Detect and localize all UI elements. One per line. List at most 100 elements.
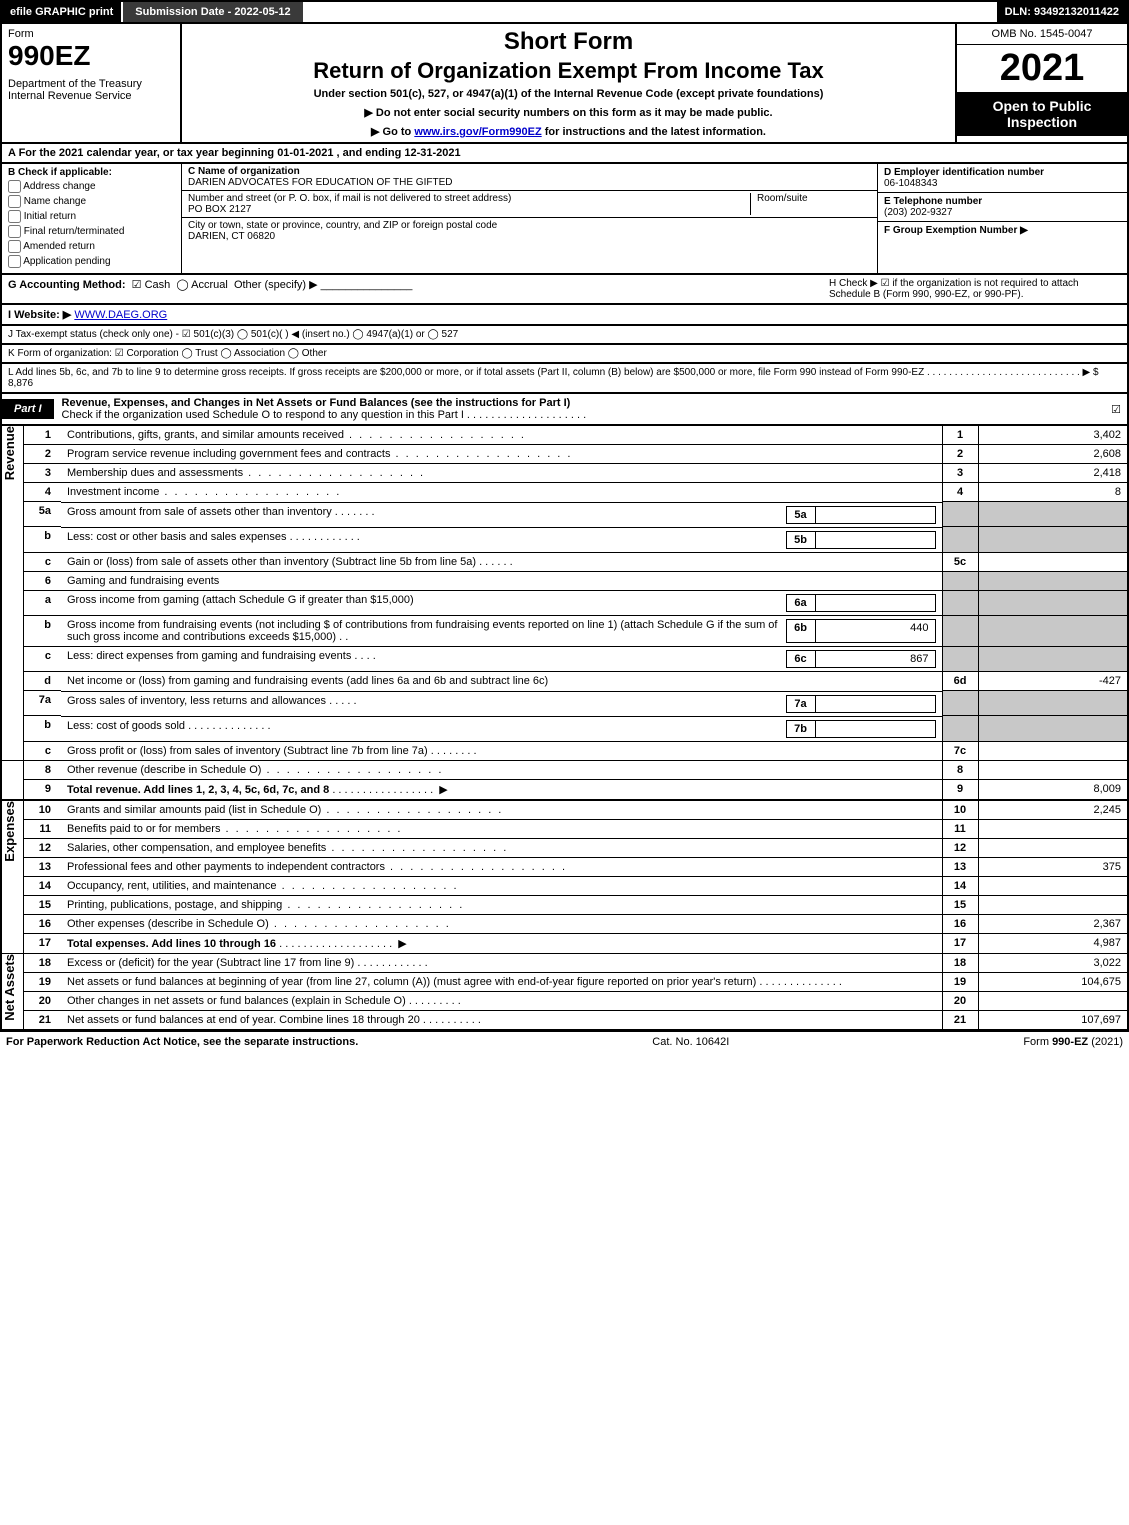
line-6: 6Gaming and fundraising events [1, 571, 1128, 590]
line-19: 19Net assets or fund balances at beginni… [1, 972, 1128, 991]
line-1: Revenue 1 Contributions, gifts, grants, … [1, 426, 1128, 445]
line-11: 11Benefits paid to or for members11 [1, 819, 1128, 838]
line-16-amount: 2,367 [978, 914, 1128, 933]
footer-cat-no: Cat. No. 10642I [358, 1036, 1023, 1048]
submission-date-label: Submission Date - 2022-05-12 [123, 2, 302, 22]
line-13-amount: 375 [978, 857, 1128, 876]
line-8-amount [978, 760, 1128, 779]
line-8: 8Other revenue (describe in Schedule O)8 [1, 760, 1128, 779]
line-7c-amount [978, 741, 1128, 760]
line-17-amount: 4,987 [978, 933, 1128, 953]
page-footer: For Paperwork Reduction Act Notice, see … [0, 1031, 1129, 1052]
line-5c: cGain or (loss) from sale of assets othe… [1, 552, 1128, 571]
line-3: 3Membership dues and assessments32,418 [1, 464, 1128, 483]
line-14-amount [978, 876, 1128, 895]
accrual-option[interactable]: Accrual [191, 279, 228, 291]
chk-final-return[interactable]: Final return/terminated [8, 225, 175, 238]
irs-link[interactable]: www.irs.gov/Form990EZ [414, 126, 541, 138]
line-11-amount [978, 819, 1128, 838]
line-2-amount: 2,608 [978, 445, 1128, 464]
line-5c-amount [978, 552, 1128, 571]
line-10: Expenses 10Grants and similar amounts pa… [1, 801, 1128, 820]
footer-left: For Paperwork Reduction Act Notice, see … [6, 1036, 358, 1048]
section-h-schedule-b: H Check ▶ ☑ if the organization is not r… [821, 278, 1121, 300]
line-6d: dNet income or (loss) from gaming and fu… [1, 672, 1128, 691]
line-12-amount [978, 838, 1128, 857]
department-label: Department of the Treasury Internal Reve… [8, 78, 174, 102]
footer-form-ref: Form 990-EZ (2021) [1023, 1036, 1123, 1048]
header-left: Form 990EZ Department of the Treasury In… [2, 24, 182, 142]
line-6b: bGross income from fundraising events (n… [1, 615, 1128, 646]
line-12: 12Salaries, other compensation, and empl… [1, 838, 1128, 857]
omb-number: OMB No. 1545-0047 [957, 24, 1127, 45]
section-j-tax-exempt: J Tax-exempt status (check only one) - ☑… [0, 326, 1129, 345]
chk-address-change[interactable]: Address change [8, 180, 175, 193]
chk-name-change[interactable]: Name change [8, 195, 175, 208]
line-18: Net Assets 18Excess or (deficit) for the… [1, 953, 1128, 972]
line-15-amount [978, 895, 1128, 914]
room-label: Room/suite [757, 193, 808, 204]
line-6c: cLess: direct expenses from gaming and f… [1, 646, 1128, 672]
city-value: DARIEN, CT 06820 [188, 231, 275, 242]
expenses-net-assets-table: Expenses 10Grants and similar amounts pa… [0, 801, 1129, 1031]
line-6a: aGross income from gaming (attach Schedu… [1, 590, 1128, 615]
ssn-warning: ▶ Do not enter social security numbers o… [190, 106, 947, 119]
line-14: 14Occupancy, rent, utilities, and mainte… [1, 876, 1128, 895]
form-header: Form 990EZ Department of the Treasury In… [0, 24, 1129, 144]
line-18-amount: 3,022 [978, 953, 1128, 972]
section-b-checkboxes: B Check if applicable: Address change Na… [2, 164, 182, 273]
dln-label: DLN: 93492132011422 [997, 2, 1127, 22]
phone-label: E Telephone number [884, 196, 982, 207]
chk-application-pending[interactable]: Application pending [8, 255, 175, 268]
ein-value: 06-1048343 [884, 178, 937, 189]
line-1-amount: 3,402 [978, 426, 1128, 445]
part-1-header: Part I Revenue, Expenses, and Changes in… [0, 394, 1129, 426]
group-exemption-label: F Group Exemption Number ▶ [884, 225, 1028, 236]
line-6d-amount: -427 [978, 672, 1128, 691]
line-5b: bLess: cost or other basis and sales exp… [1, 527, 1128, 553]
line-15: 15Printing, publications, postage, and s… [1, 895, 1128, 914]
efile-print-button[interactable]: efile GRAPHIC print [2, 2, 123, 22]
line-9-amount: 8,009 [978, 779, 1128, 800]
part-1-tag: Part I [2, 399, 54, 419]
line-2: 2Program service revenue including gover… [1, 445, 1128, 464]
line-7b: bLess: cost of goods sold . . . . . . . … [1, 716, 1128, 742]
line-21-amount: 107,697 [978, 1010, 1128, 1030]
line-21: 21Net assets or fund balances at end of … [1, 1010, 1128, 1030]
line-3-amount: 2,418 [978, 464, 1128, 483]
header-right: OMB No. 1545-0047 2021 Open to Public In… [957, 24, 1127, 142]
instructions-link-row: ▶ Go to www.irs.gov/Form990EZ for instru… [190, 125, 947, 138]
part-1-table: Revenue 1 Contributions, gifts, grants, … [0, 426, 1129, 801]
other-option[interactable]: Other (specify) ▶ [234, 279, 318, 291]
form-title: Return of Organization Exempt From Incom… [190, 58, 947, 84]
top-bar: efile GRAPHIC print Submission Date - 20… [0, 0, 1129, 24]
section-l-gross-receipts: L Add lines 5b, 6c, and 7b to line 9 to … [0, 364, 1129, 394]
chk-amended-return[interactable]: Amended return [8, 240, 175, 253]
line-4: 4Investment income48 [1, 483, 1128, 502]
line-4-amount: 8 [978, 483, 1128, 502]
section-b-label: B Check if applicable: [8, 167, 112, 178]
net-assets-vlabel: Net Assets [2, 954, 17, 1021]
line-16: 16Other expenses (describe in Schedule O… [1, 914, 1128, 933]
line-17: 17Total expenses. Add lines 10 through 1… [1, 933, 1128, 953]
form-number: 990EZ [8, 40, 174, 72]
phone-value: (203) 202-9327 [884, 207, 952, 218]
short-form-title: Short Form [190, 28, 947, 56]
part-1-title: Revenue, Expenses, and Changes in Net As… [62, 397, 571, 409]
open-inspection-label: Open to Public Inspection [957, 92, 1127, 136]
section-i-website: I Website: ▶ WWW.DAEG.ORG [0, 305, 1129, 326]
line-7c: cGross profit or (loss) from sales of in… [1, 741, 1128, 760]
cash-option[interactable]: Cash [145, 279, 171, 291]
line-19-amount: 104,675 [978, 972, 1128, 991]
website-link[interactable]: WWW.DAEG.ORG [74, 309, 167, 321]
form-subtitle: Under section 501(c), 527, or 4947(a)(1)… [190, 88, 947, 100]
section-b-through-f: B Check if applicable: Address change Na… [0, 164, 1129, 275]
chk-initial-return[interactable]: Initial return [8, 210, 175, 223]
section-c-address: C Name of organization DARIEN ADVOCATES … [182, 164, 877, 273]
part-1-subtitle: Check if the organization used Schedule … [62, 409, 464, 421]
ein-label: D Employer identification number [884, 167, 1044, 178]
line-10-amount: 2,245 [978, 801, 1128, 820]
line-9: 9Total revenue. Add lines 1, 2, 3, 4, 5c… [1, 779, 1128, 800]
header-middle: Short Form Return of Organization Exempt… [182, 24, 957, 142]
part-1-checkbox[interactable]: ☑ [1111, 403, 1127, 416]
